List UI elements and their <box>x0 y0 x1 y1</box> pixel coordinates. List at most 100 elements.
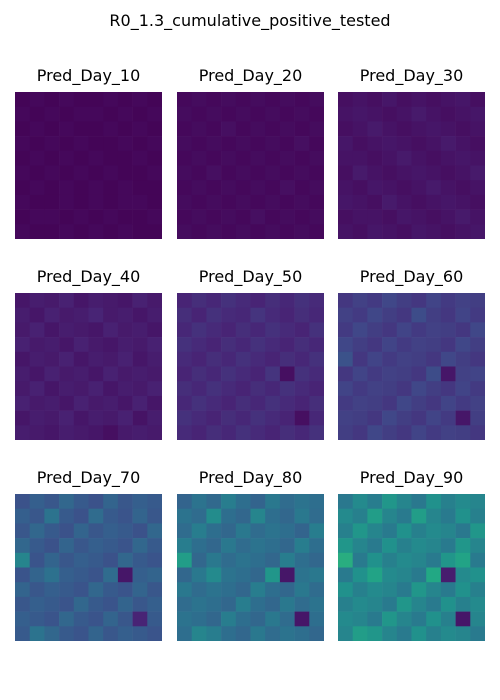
heatmap-cell-r8-c9 <box>309 611 324 627</box>
heatmap-cell-r7-c5 <box>88 395 104 411</box>
heatmap-cell-r1-c2 <box>206 106 222 122</box>
heatmap-cell-r0-c1 <box>29 494 45 509</box>
heatmap-day-30 <box>338 92 485 239</box>
heatmap-cell-r9-c6 <box>426 425 442 440</box>
heatmap-cell-r3-c2 <box>367 337 383 353</box>
heatmap-cell-r2-c8 <box>455 322 471 338</box>
heatmap-cell-r9-c4 <box>396 626 412 641</box>
heatmap-cell-r2-c5 <box>88 121 104 137</box>
heatmap-cell-r3-c9 <box>147 337 162 353</box>
heatmap-cell-r0-c0 <box>338 293 353 308</box>
heatmap-cell-r4-c6 <box>265 552 281 568</box>
heatmap-cell-r1-c0 <box>177 508 192 524</box>
heatmap-cell-r0-c8 <box>132 494 148 509</box>
heatmap-cell-r7-c7 <box>440 194 456 210</box>
heatmap-cell-r0-c1 <box>352 92 368 107</box>
heatmap-cell-r4-c8 <box>132 150 148 166</box>
heatmap-cell-r8-c4 <box>396 611 412 627</box>
heatmap-cell-r5-c6 <box>103 366 119 382</box>
heatmap-cell-r7-c1 <box>191 596 207 612</box>
heatmap-cell-r2-c5 <box>411 322 427 338</box>
heatmap-cell-r7-c6 <box>265 194 281 210</box>
heatmap-panel-day-60: Pred_Day_60 <box>338 267 485 440</box>
heatmap-cell-r8-c6 <box>103 611 119 627</box>
heatmap-cell-r3-c9 <box>470 538 485 554</box>
heatmap-cell-r2-c3 <box>382 121 398 137</box>
heatmap-cell-r3-c8 <box>455 337 471 353</box>
heatmap-cell-r8-c8 <box>455 611 471 627</box>
heatmap-cell-r3-c1 <box>29 136 45 152</box>
heatmap-cell-r1-c4 <box>73 508 89 524</box>
heatmap-cell-r5-c1 <box>352 366 368 382</box>
heatmap-cell-r1-c4 <box>235 307 251 323</box>
heatmap-cell-r8-c7 <box>279 209 295 225</box>
heatmap-cell-r2-c4 <box>235 523 251 539</box>
heatmap-cell-r4-c4 <box>235 552 251 568</box>
heatmap-cell-r0-c1 <box>352 293 368 308</box>
heatmap-cell-r4-c2 <box>44 351 60 367</box>
heatmap-cell-r7-c7 <box>279 596 295 612</box>
heatmap-cell-r5-c6 <box>265 567 281 583</box>
heatmap-cell-r0-c1 <box>29 92 45 107</box>
heatmap-cell-r1-c3 <box>382 508 398 524</box>
heatmap-cell-r9-c6 <box>426 224 442 239</box>
heatmap-cell-r6-c6 <box>103 381 119 397</box>
heatmap-cell-r3-c5 <box>411 337 427 353</box>
heatmap-cell-r6-c3 <box>382 582 398 598</box>
heatmap-cell-r3-c9 <box>309 337 324 353</box>
heatmap-cell-r5-c7 <box>117 366 133 382</box>
heatmap-cell-r8-c2 <box>44 410 60 426</box>
heatmap-cell-r5-c5 <box>411 567 427 583</box>
heatmap-cell-r0-c8 <box>455 494 471 509</box>
heatmap-cell-r3-c2 <box>367 136 383 152</box>
heatmap-cell-r4-c1 <box>191 150 207 166</box>
heatmap-cell-r7-c4 <box>235 194 251 210</box>
heatmap-cell-r8-c6 <box>103 410 119 426</box>
heatmap-cell-r7-c6 <box>426 395 442 411</box>
heatmap-cell-r8-c0 <box>15 410 30 426</box>
heatmap-cell-r5-c7 <box>117 165 133 181</box>
heatmap-cell-r0-c7 <box>279 293 295 308</box>
heatmap-cell-r9-c0 <box>338 425 353 440</box>
heatmap-cell-r0-c7 <box>440 293 456 308</box>
heatmap-cell-r4-c1 <box>29 552 45 568</box>
heatmap-cell-r6-c6 <box>426 180 442 196</box>
heatmap-cell-r9-c2 <box>206 224 222 239</box>
heatmap-cell-r3-c4 <box>396 538 412 554</box>
heatmap-cell-r7-c1 <box>352 194 368 210</box>
heatmap-cell-r1-c0 <box>15 307 30 323</box>
heatmap-cell-r3-c1 <box>29 337 45 353</box>
heatmap-cell-r1-c7 <box>440 307 456 323</box>
heatmap-cell-r5-c2 <box>367 165 383 181</box>
heatmap-cell-r9-c2 <box>44 425 60 440</box>
heatmap-cell-r1-c6 <box>103 106 119 122</box>
heatmap-cell-r6-c7 <box>279 381 295 397</box>
heatmap-cell-r9-c3 <box>382 425 398 440</box>
heatmap-cell-r7-c6 <box>103 194 119 210</box>
heatmap-cell-r4-c9 <box>470 150 485 166</box>
panel-title: Pred_Day_70 <box>36 468 141 487</box>
heatmap-cell-r8-c7 <box>440 611 456 627</box>
heatmap-cell-r4-c9 <box>147 351 162 367</box>
heatmap-cell-r6-c9 <box>309 180 324 196</box>
heatmap-cell-r2-c8 <box>455 121 471 137</box>
heatmap-cell-r2-c4 <box>73 523 89 539</box>
heatmap-cell-r6-c0 <box>338 582 353 598</box>
heatmap-cell-r0-c8 <box>294 494 310 509</box>
heatmap-cell-r5-c7 <box>440 366 456 382</box>
heatmap-cell-r6-c6 <box>265 180 281 196</box>
heatmap-cell-r1-c3 <box>59 106 75 122</box>
heatmap-cell-r2-c6 <box>426 121 442 137</box>
heatmap-cell-r7-c0 <box>177 596 192 612</box>
heatmap-cell-r2-c0 <box>15 121 30 137</box>
heatmap-cell-r8-c0 <box>338 611 353 627</box>
heatmap-cell-r6-c8 <box>294 582 310 598</box>
heatmap-cell-r3-c7 <box>440 538 456 554</box>
heatmap-cell-r0-c2 <box>367 92 383 107</box>
heatmap-cell-r4-c1 <box>29 150 45 166</box>
heatmap-cell-r4-c3 <box>221 552 237 568</box>
heatmap-cell-r5-c6 <box>426 165 442 181</box>
heatmap-cell-r3-c1 <box>191 136 207 152</box>
heatmap-cell-r2-c3 <box>221 322 237 338</box>
heatmap-cell-r5-c0 <box>338 567 353 583</box>
